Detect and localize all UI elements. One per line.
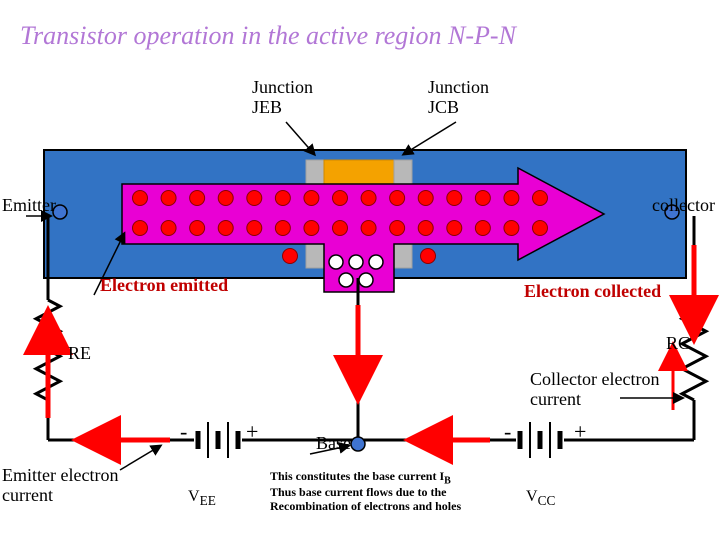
label-collector-current-line2: current <box>530 390 659 410</box>
diagram-canvas <box>0 0 720 540</box>
label-note: This constitutes the base current IB Thu… <box>270 470 461 513</box>
label-note-line1: This constitutes the base current IB <box>270 470 461 486</box>
label-note-line3: Recombination of electrons and holes <box>270 500 461 513</box>
label-plus-left: + <box>246 420 258 444</box>
label-collector-current-line1: Collector electron <box>530 370 659 390</box>
label-collector: collector <box>652 196 715 216</box>
label-emitter-current: Emitter electron current <box>2 466 118 506</box>
label-note-line2: Thus base current flows due to the <box>270 486 461 499</box>
label-emitter-current-line1: Emitter electron <box>2 466 118 486</box>
label-collector-current: Collector electron current <box>530 370 659 410</box>
label-emitter: Emitter <box>2 196 56 216</box>
label-vcc: VCC <box>526 488 555 509</box>
label-minus-left: - <box>180 420 187 444</box>
label-rc: RC <box>666 334 690 354</box>
label-plus-right: + <box>574 420 586 444</box>
label-base: Base <box>316 434 351 454</box>
label-emitter-current-line2: current <box>2 486 118 506</box>
label-re: RE <box>68 344 91 364</box>
label-electron-collected: Electron collected <box>524 282 661 302</box>
label-electron-emitted: Electron emitted <box>100 276 228 296</box>
label-vee: VEE <box>188 488 216 509</box>
label-minus-right: - <box>504 420 511 444</box>
